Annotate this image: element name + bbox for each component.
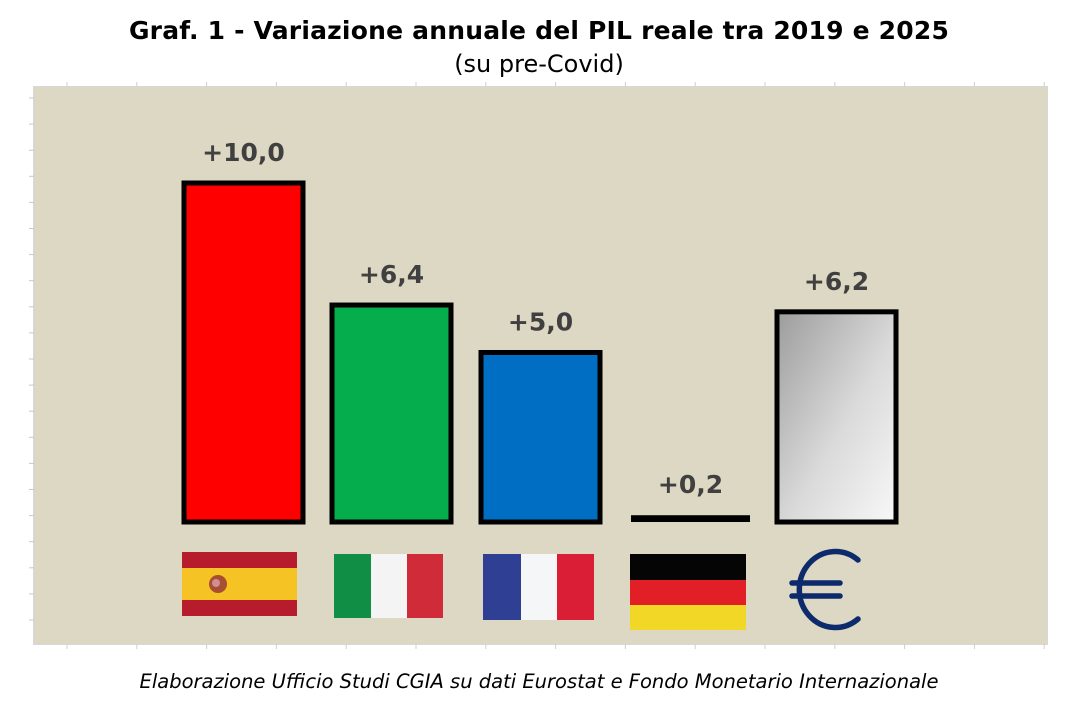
data-label-italia: +6,4 bbox=[359, 260, 424, 289]
bar-eurozona bbox=[774, 309, 899, 525]
category-icons-group bbox=[182, 548, 861, 631]
bar-francia bbox=[478, 350, 603, 525]
axis-ticks bbox=[29, 82, 1045, 649]
italy-flag-icon bbox=[334, 554, 443, 618]
bar-spagna bbox=[181, 180, 306, 525]
euro-icon bbox=[789, 548, 861, 631]
data-label-germania: +0,2 bbox=[658, 470, 723, 499]
data-labels-group: +10,0 +6,4 +5,0 +0,2 +6,2 bbox=[202, 138, 869, 499]
france-flag-icon bbox=[483, 554, 594, 620]
bar-italia bbox=[329, 302, 454, 525]
bars-group bbox=[181, 180, 899, 525]
germany-flag-icon bbox=[630, 554, 746, 630]
bar-germania bbox=[631, 515, 750, 522]
data-label-eurozona: +6,2 bbox=[804, 267, 869, 296]
spain-flag-icon bbox=[182, 552, 297, 616]
chart-subtitle: (su pre-Covid) bbox=[454, 50, 624, 78]
data-label-spagna: +10,0 bbox=[202, 138, 285, 167]
source-caption: Elaborazione Ufficio Studi CGIA su dati … bbox=[139, 670, 939, 693]
data-label-francia: +5,0 bbox=[508, 308, 573, 337]
chart-title: Graf. 1 - Variazione annuale del PIL rea… bbox=[128, 16, 950, 45]
